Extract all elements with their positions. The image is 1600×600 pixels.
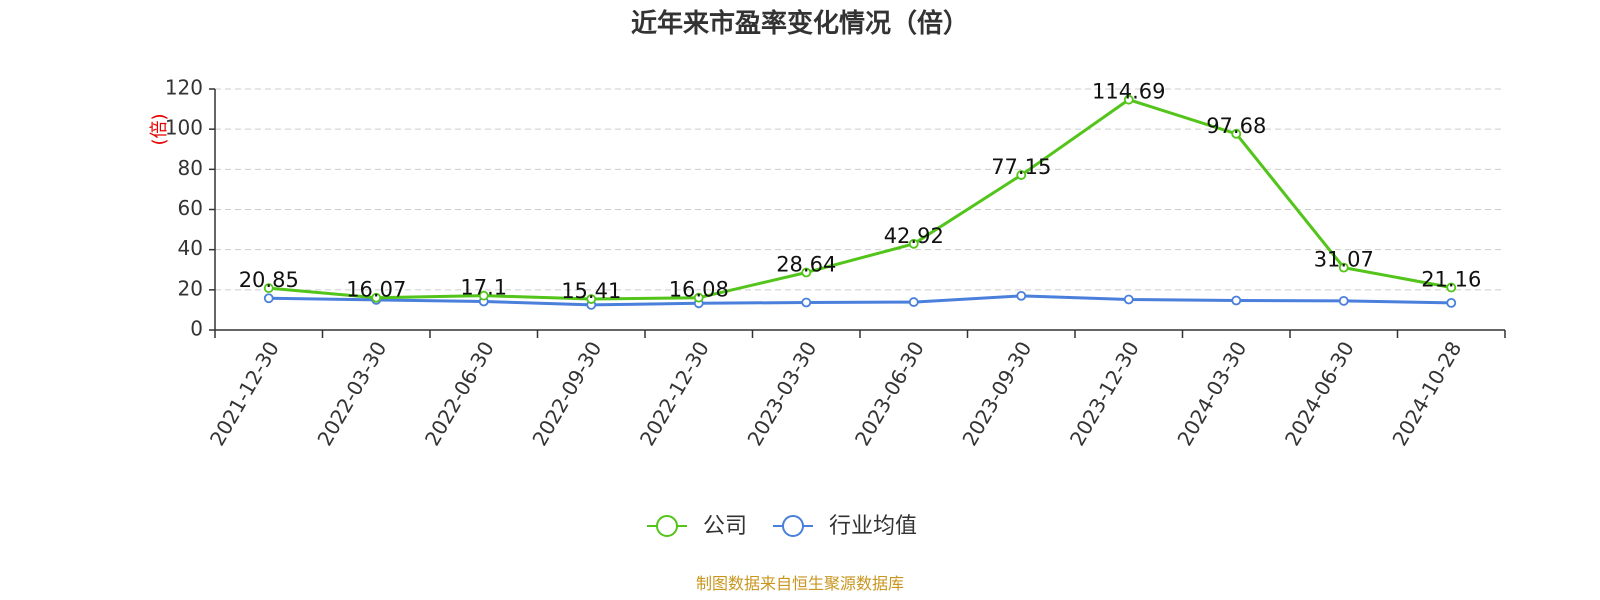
data-point xyxy=(1446,282,1457,293)
data-point xyxy=(1231,128,1242,139)
data-point xyxy=(1338,262,1349,273)
data-label: 31.07 xyxy=(1314,248,1374,272)
data-point xyxy=(801,267,812,278)
x-tick-label: 2022-03-30 xyxy=(312,337,391,450)
y-tick-label: 120 xyxy=(165,76,203,100)
data-point xyxy=(801,297,812,308)
y-tick-label: 20 xyxy=(178,276,203,300)
y-tick-label: 80 xyxy=(178,156,203,180)
legend-label-0: 公司 xyxy=(703,514,747,539)
data-label: 42.92 xyxy=(884,224,944,248)
x-tick-label: 2023-06-30 xyxy=(850,337,929,450)
data-point xyxy=(586,294,597,304)
series-line-0 xyxy=(268,98,1452,301)
source-note: 制图数据来自恒生聚源数据库 xyxy=(696,574,904,593)
data-point xyxy=(1016,290,1027,301)
x-tick-label: 2021-12-30 xyxy=(205,337,284,450)
y-axis-label: (倍) xyxy=(149,113,170,145)
y-tick-label: 0 xyxy=(190,317,203,341)
legend-marker-0 xyxy=(656,515,678,537)
x-tick-label: 2022-06-30 xyxy=(420,337,499,450)
legend-label-1: 行业均值 xyxy=(829,514,917,539)
series-lines xyxy=(263,94,1457,310)
data-label: 16.07 xyxy=(346,278,406,302)
data-label: 17.1 xyxy=(460,276,507,300)
data-point xyxy=(1016,170,1027,180)
data-label: 16.08 xyxy=(669,278,729,302)
chart-title: 近年来市盈率变化情况（倍） xyxy=(631,8,969,39)
y-tick-label: 100 xyxy=(165,116,203,140)
grid-lines xyxy=(215,88,1505,291)
y-tick-label: 40 xyxy=(178,236,203,260)
data-point xyxy=(908,238,919,249)
legend[interactable]: 公司 行业均值 xyxy=(647,514,917,539)
x-tick-label: 2024-06-30 xyxy=(1280,337,1359,450)
data-point xyxy=(1123,294,1134,305)
data-labels: 20.85 16.07 17.1 15.41 16.08 28.64 42.92 77.15 1… xyxy=(239,80,1482,303)
data-point xyxy=(1338,295,1349,306)
data-label: 77.15 xyxy=(991,155,1051,179)
data-point xyxy=(693,292,704,303)
x-tick-label: 2024-03-30 xyxy=(1172,337,1251,450)
series-line-1 xyxy=(268,294,1452,307)
data-label: 97.68 xyxy=(1206,114,1266,138)
x-tick-label: 2023-09-30 xyxy=(957,337,1036,450)
y-tick-label: 60 xyxy=(178,196,203,220)
data-point xyxy=(1231,295,1242,306)
data-point xyxy=(1446,297,1457,308)
data-point xyxy=(263,293,274,304)
data-point xyxy=(478,290,489,301)
x-tick-label: 2024-10-28 xyxy=(1387,337,1466,450)
x-tick-label: 2022-09-30 xyxy=(527,337,606,450)
data-label: 114.69 xyxy=(1092,80,1165,104)
data-point xyxy=(263,283,274,294)
data-point xyxy=(908,297,919,307)
data-point xyxy=(1123,94,1134,105)
legend-marker-1 xyxy=(782,515,804,537)
data-label: 15.41 xyxy=(561,279,621,303)
x-tick-label: 2022-12-30 xyxy=(635,337,714,450)
data-label: 21.16 xyxy=(1421,268,1481,292)
x-tick-label: 2023-12-30 xyxy=(1065,337,1144,450)
data-label: 28.64 xyxy=(776,252,836,276)
data-label: 20.85 xyxy=(239,268,299,292)
data-point xyxy=(371,292,382,303)
x-tick-label: 2023-03-30 xyxy=(742,337,821,450)
